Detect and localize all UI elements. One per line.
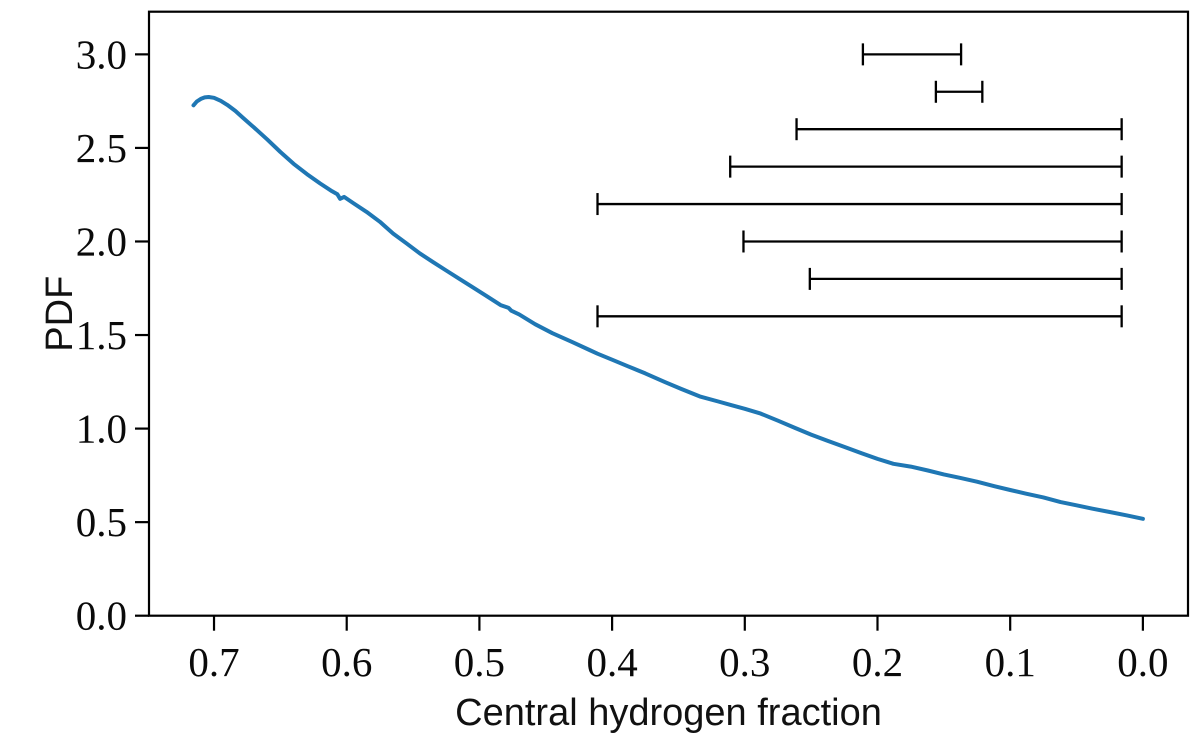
y-axis-ticks: 0.0 0.5 1.0 1.5 2.0 2.5 3.0: [76, 31, 149, 639]
y-tick-label: 3.0: [76, 31, 127, 77]
error-bar: [795, 118, 1123, 141]
y-tick-label: 1.5: [76, 312, 127, 358]
y-tick-label: 0.5: [76, 499, 127, 545]
x-axis-ticks: 0.7 0.6 0.5 0.4 0.3 0.2 0.1 0.0: [188, 615, 1169, 685]
error-bar: [596, 193, 1123, 216]
x-tick-label: 0.1: [985, 639, 1036, 685]
error-bar: [808, 267, 1123, 290]
plot-area: [147, 10, 1190, 617]
y-tick-label: 0.0: [76, 593, 127, 639]
error-bars-group: [596, 43, 1123, 328]
error-bar: [729, 155, 1123, 178]
x-tick-label: 0.2: [852, 639, 903, 685]
x-tick-label: 0.4: [586, 639, 637, 685]
x-tick-label: 0.5: [454, 639, 505, 685]
x-tick-label: 0.7: [188, 639, 239, 685]
x-tick-label: 0.3: [719, 639, 770, 685]
y-tick-label: 1.0: [76, 406, 127, 452]
y-tick-label: 2.0: [76, 218, 127, 264]
pdf-curve: [191, 95, 1145, 521]
error-bar: [742, 230, 1123, 253]
y-tick-label: 2.5: [76, 125, 127, 171]
error-bar: [596, 305, 1123, 328]
x-tick-label: 0.0: [1117, 639, 1168, 685]
y-axis-label: PDF: [39, 276, 81, 352]
series-group: [191, 95, 1145, 521]
error-bar: [861, 43, 963, 66]
x-axis-label: Central hydrogen fraction: [455, 692, 882, 734]
x-tick-label: 0.6: [321, 639, 372, 685]
error-bar: [934, 80, 984, 103]
